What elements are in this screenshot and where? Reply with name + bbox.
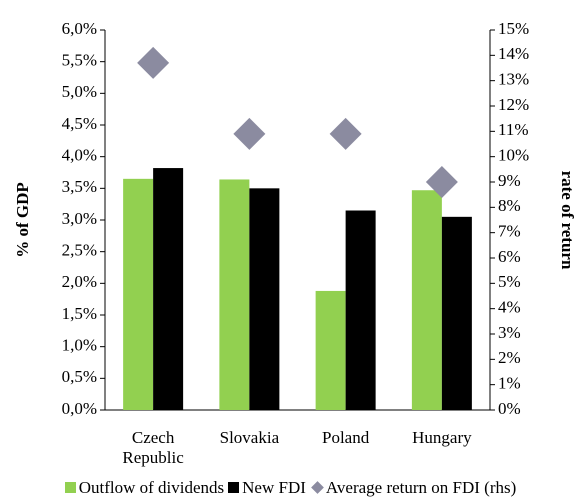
y-tick-label: 5,0% (62, 82, 97, 101)
y2-axis-title: rate of return (558, 171, 577, 270)
y2-tick-label: 0% (498, 399, 521, 418)
y2-tick-label: 10% (498, 146, 529, 165)
y-tick-label: 3,5% (62, 177, 97, 196)
x-tick-label: Poland (322, 428, 370, 447)
y2-tick-label: 11% (498, 120, 529, 139)
y-tick-label: 4,5% (62, 114, 97, 133)
legend-item: Average return on FDI (rhs) (310, 478, 516, 497)
y-axis-title: % of GDP (13, 182, 32, 258)
y2-tick-label: 1% (498, 374, 521, 393)
bar (411, 190, 442, 410)
y-tick-label: 5,5% (62, 51, 97, 70)
y2-tick-label: 8% (498, 196, 521, 215)
y-tick-label: 1,0% (62, 336, 97, 355)
bar (315, 290, 346, 410)
x-tick-label: Czech Republic (122, 428, 184, 467)
diamond-marker (425, 166, 458, 198)
y-tick-label: 0,0% (62, 399, 97, 418)
y2-tick-label: 2% (498, 348, 521, 367)
legend-label: Average return on FDI (rhs) (325, 478, 517, 497)
bar (249, 188, 280, 410)
bar (123, 178, 154, 410)
diamond-marker (137, 46, 170, 79)
bar (345, 210, 376, 410)
y2-tick-label: 15% (498, 19, 529, 38)
y2-tick-label: 6% (498, 247, 521, 266)
diamond-marker (233, 117, 266, 150)
y-tick-label: 3,0% (62, 209, 97, 228)
bar (153, 168, 184, 410)
y2-tick-label: 7% (498, 222, 521, 241)
legend-swatch (64, 482, 76, 493)
y2-tick-label: 14% (498, 44, 529, 63)
y-tick-label: 6,0% (62, 19, 97, 38)
legend-swatch (228, 482, 240, 493)
y-tick-label: 4,0% (62, 146, 97, 165)
y2-tick-label: 4% (498, 298, 521, 317)
y-tick-label: 2,0% (62, 272, 97, 291)
y-tick-label: 1,5% (62, 304, 97, 323)
x-tick-label: Hungary (412, 428, 472, 447)
y-tick-label: 0,5% (62, 367, 97, 386)
bar (219, 179, 250, 410)
x-tick-label: Slovakia (219, 428, 280, 447)
y2-tick-label: 3% (498, 323, 521, 342)
y2-tick-label: 9% (498, 171, 521, 190)
y2-tick-label: 13% (498, 70, 529, 89)
y2-tick-label: 5% (498, 272, 521, 291)
y-tick-label: 2,5% (62, 241, 97, 260)
y2-tick-label: 12% (498, 95, 529, 114)
legend-label: Outflow of dividends (78, 478, 225, 497)
legend-item: Outflow of dividends (64, 478, 225, 497)
diamond-marker (329, 117, 362, 150)
legend-label: New FDI (242, 478, 306, 497)
legend-item: New FDI (228, 478, 306, 497)
legend: Outflow of dividends New FDI Average retur… (0, 478, 585, 498)
bar (441, 216, 472, 410)
legend-swatch (311, 481, 324, 494)
